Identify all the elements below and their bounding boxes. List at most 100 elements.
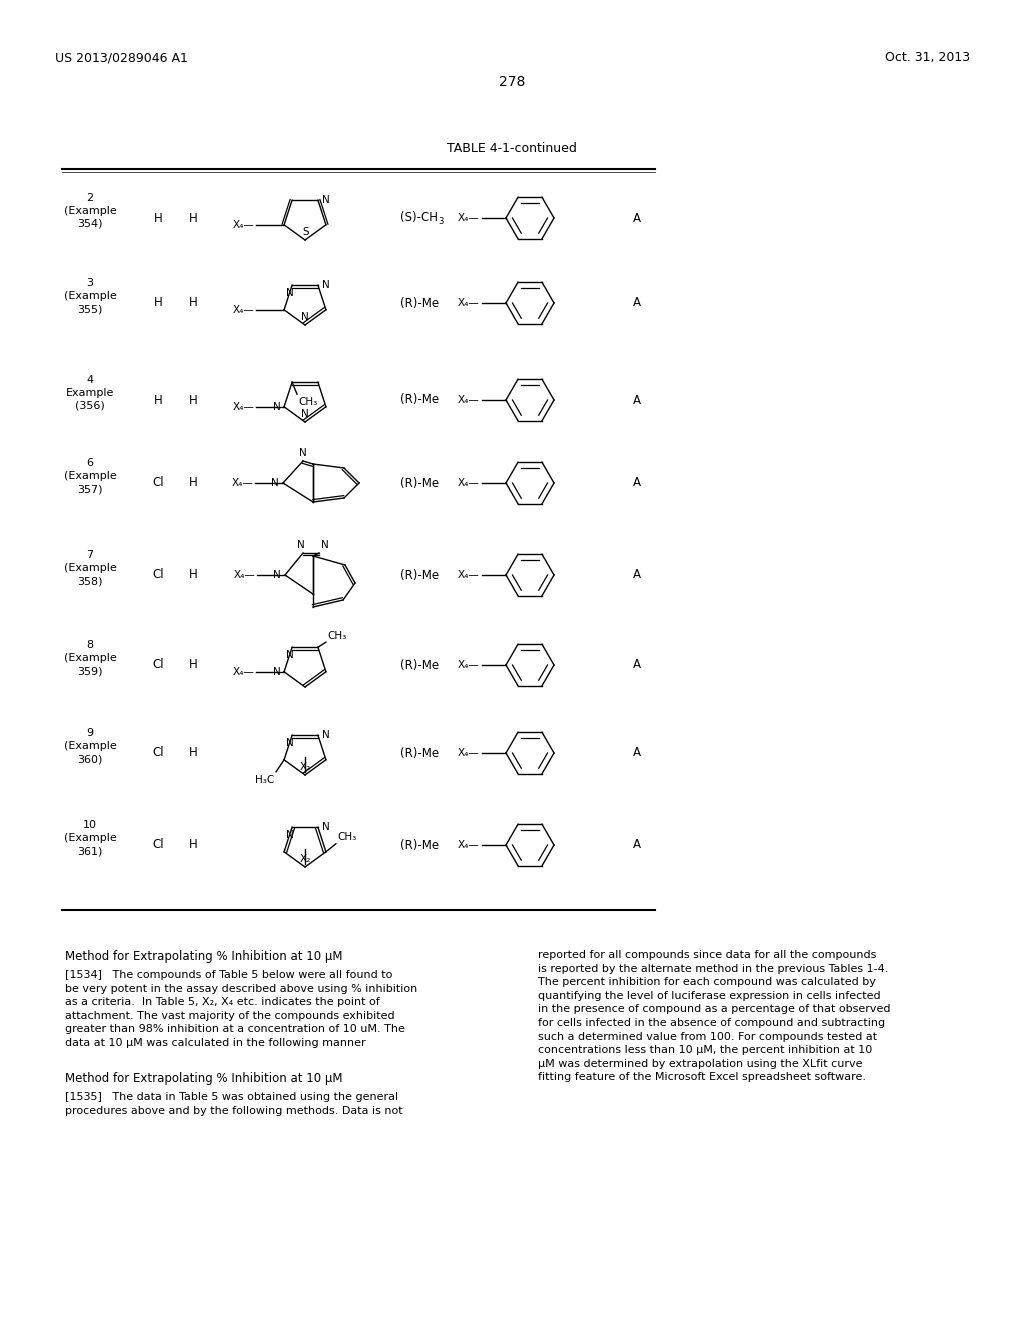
Text: X₄—: X₄—: [458, 395, 479, 405]
Text: A: A: [633, 838, 641, 851]
Text: X₄—: X₄—: [232, 305, 254, 314]
Text: 357): 357): [77, 484, 102, 494]
Text: H: H: [154, 211, 163, 224]
Text: 358): 358): [77, 576, 102, 586]
Text: N: N: [286, 651, 294, 660]
Text: X₄—: X₄—: [458, 298, 479, 308]
Text: H: H: [154, 297, 163, 309]
Text: H: H: [188, 477, 198, 490]
Text: X₄—: X₄—: [458, 840, 479, 850]
Text: (R)-Me: (R)-Me: [400, 569, 439, 582]
Text: N: N: [271, 478, 279, 488]
Text: N: N: [286, 288, 294, 298]
Text: N: N: [301, 409, 309, 418]
Text: 361): 361): [78, 846, 102, 855]
Text: (Example: (Example: [63, 833, 117, 843]
Text: X₂: X₂: [299, 854, 310, 865]
Text: [1535]   The data in Table 5 was obtained using the general
procedures above and: [1535] The data in Table 5 was obtained …: [65, 1092, 402, 1115]
Text: Cl: Cl: [153, 838, 164, 851]
Text: (Example: (Example: [63, 564, 117, 573]
Text: 355): 355): [78, 304, 102, 314]
Text: X₄—: X₄—: [458, 748, 479, 758]
Text: H: H: [188, 297, 198, 309]
Text: N: N: [299, 447, 307, 458]
Text: X₄—: X₄—: [232, 220, 254, 230]
Text: H: H: [188, 393, 198, 407]
Text: Cl: Cl: [153, 477, 164, 490]
Text: N: N: [286, 738, 294, 748]
Text: X₄—: X₄—: [231, 478, 253, 488]
Text: N: N: [322, 280, 330, 290]
Text: N: N: [273, 401, 281, 412]
Text: A: A: [633, 659, 641, 672]
Text: (R)-Me: (R)-Me: [400, 747, 439, 759]
Text: A: A: [633, 297, 641, 309]
Text: [1534]   The compounds of Table 5 below were all found to
be very potent in the : [1534] The compounds of Table 5 below we…: [65, 970, 417, 1048]
Text: X₄—: X₄—: [458, 660, 479, 671]
Text: A: A: [633, 477, 641, 490]
Text: N: N: [321, 540, 329, 550]
Text: (R)-Me: (R)-Me: [400, 477, 439, 490]
Text: CH₃: CH₃: [327, 631, 346, 642]
Text: (356): (356): [75, 401, 104, 411]
Text: (R)-Me: (R)-Me: [400, 659, 439, 672]
Text: H: H: [188, 659, 198, 672]
Text: X₄—: X₄—: [458, 570, 479, 579]
Text: Method for Extrapolating % Inhibition at 10 μM: Method for Extrapolating % Inhibition at…: [65, 1072, 342, 1085]
Text: 2: 2: [86, 193, 93, 203]
Text: TABLE 4-1-continued: TABLE 4-1-continued: [447, 141, 577, 154]
Text: 354): 354): [77, 219, 102, 228]
Text: (S)-CH: (S)-CH: [400, 211, 438, 224]
Text: X₄—: X₄—: [232, 667, 254, 677]
Text: Cl: Cl: [153, 659, 164, 672]
Text: N: N: [322, 730, 330, 741]
Text: (Example: (Example: [63, 290, 117, 301]
Text: (Example: (Example: [63, 471, 117, 480]
Text: X₄—: X₄—: [458, 213, 479, 223]
Text: H: H: [154, 393, 163, 407]
Text: reported for all compounds since data for all the compounds
is reported by the a: reported for all compounds since data fo…: [538, 950, 891, 1082]
Text: H: H: [188, 211, 198, 224]
Text: 3: 3: [438, 216, 443, 226]
Text: N: N: [286, 830, 294, 841]
Text: Oct. 31, 2013: Oct. 31, 2013: [885, 51, 970, 65]
Text: 278: 278: [499, 75, 525, 88]
Text: H: H: [188, 569, 198, 582]
Text: A: A: [633, 569, 641, 582]
Text: H₃C: H₃C: [255, 775, 274, 785]
Text: X₄—: X₄—: [458, 478, 479, 488]
Text: (Example: (Example: [63, 206, 117, 216]
Text: 3: 3: [86, 279, 93, 288]
Text: H: H: [188, 838, 198, 851]
Text: X₂: X₂: [299, 762, 310, 772]
Text: 9: 9: [86, 729, 93, 738]
Text: A: A: [633, 747, 641, 759]
Text: 10: 10: [83, 820, 97, 830]
Text: 360): 360): [78, 754, 102, 764]
Text: US 2013/0289046 A1: US 2013/0289046 A1: [55, 51, 187, 65]
Text: Example: Example: [66, 388, 115, 399]
Text: (Example: (Example: [63, 653, 117, 663]
Text: Cl: Cl: [153, 569, 164, 582]
Text: (Example: (Example: [63, 741, 117, 751]
Text: N: N: [322, 195, 330, 205]
Text: N: N: [322, 822, 330, 832]
Text: (R)-Me: (R)-Me: [400, 838, 439, 851]
Text: N: N: [273, 570, 281, 579]
Text: 6: 6: [86, 458, 93, 469]
Text: 4: 4: [86, 375, 93, 385]
Text: A: A: [633, 393, 641, 407]
Text: H: H: [188, 747, 198, 759]
Text: X₄—: X₄—: [233, 570, 255, 579]
Text: 8: 8: [86, 640, 93, 649]
Text: N: N: [297, 540, 305, 550]
Text: 359): 359): [77, 667, 102, 676]
Text: S: S: [303, 227, 309, 238]
Text: CH₃: CH₃: [298, 397, 317, 407]
Text: 7: 7: [86, 550, 93, 560]
Text: (R)-Me: (R)-Me: [400, 297, 439, 309]
Text: (R)-Me: (R)-Me: [400, 393, 439, 407]
Text: A: A: [633, 211, 641, 224]
Text: X₄—: X₄—: [232, 401, 254, 412]
Text: N: N: [273, 667, 281, 677]
